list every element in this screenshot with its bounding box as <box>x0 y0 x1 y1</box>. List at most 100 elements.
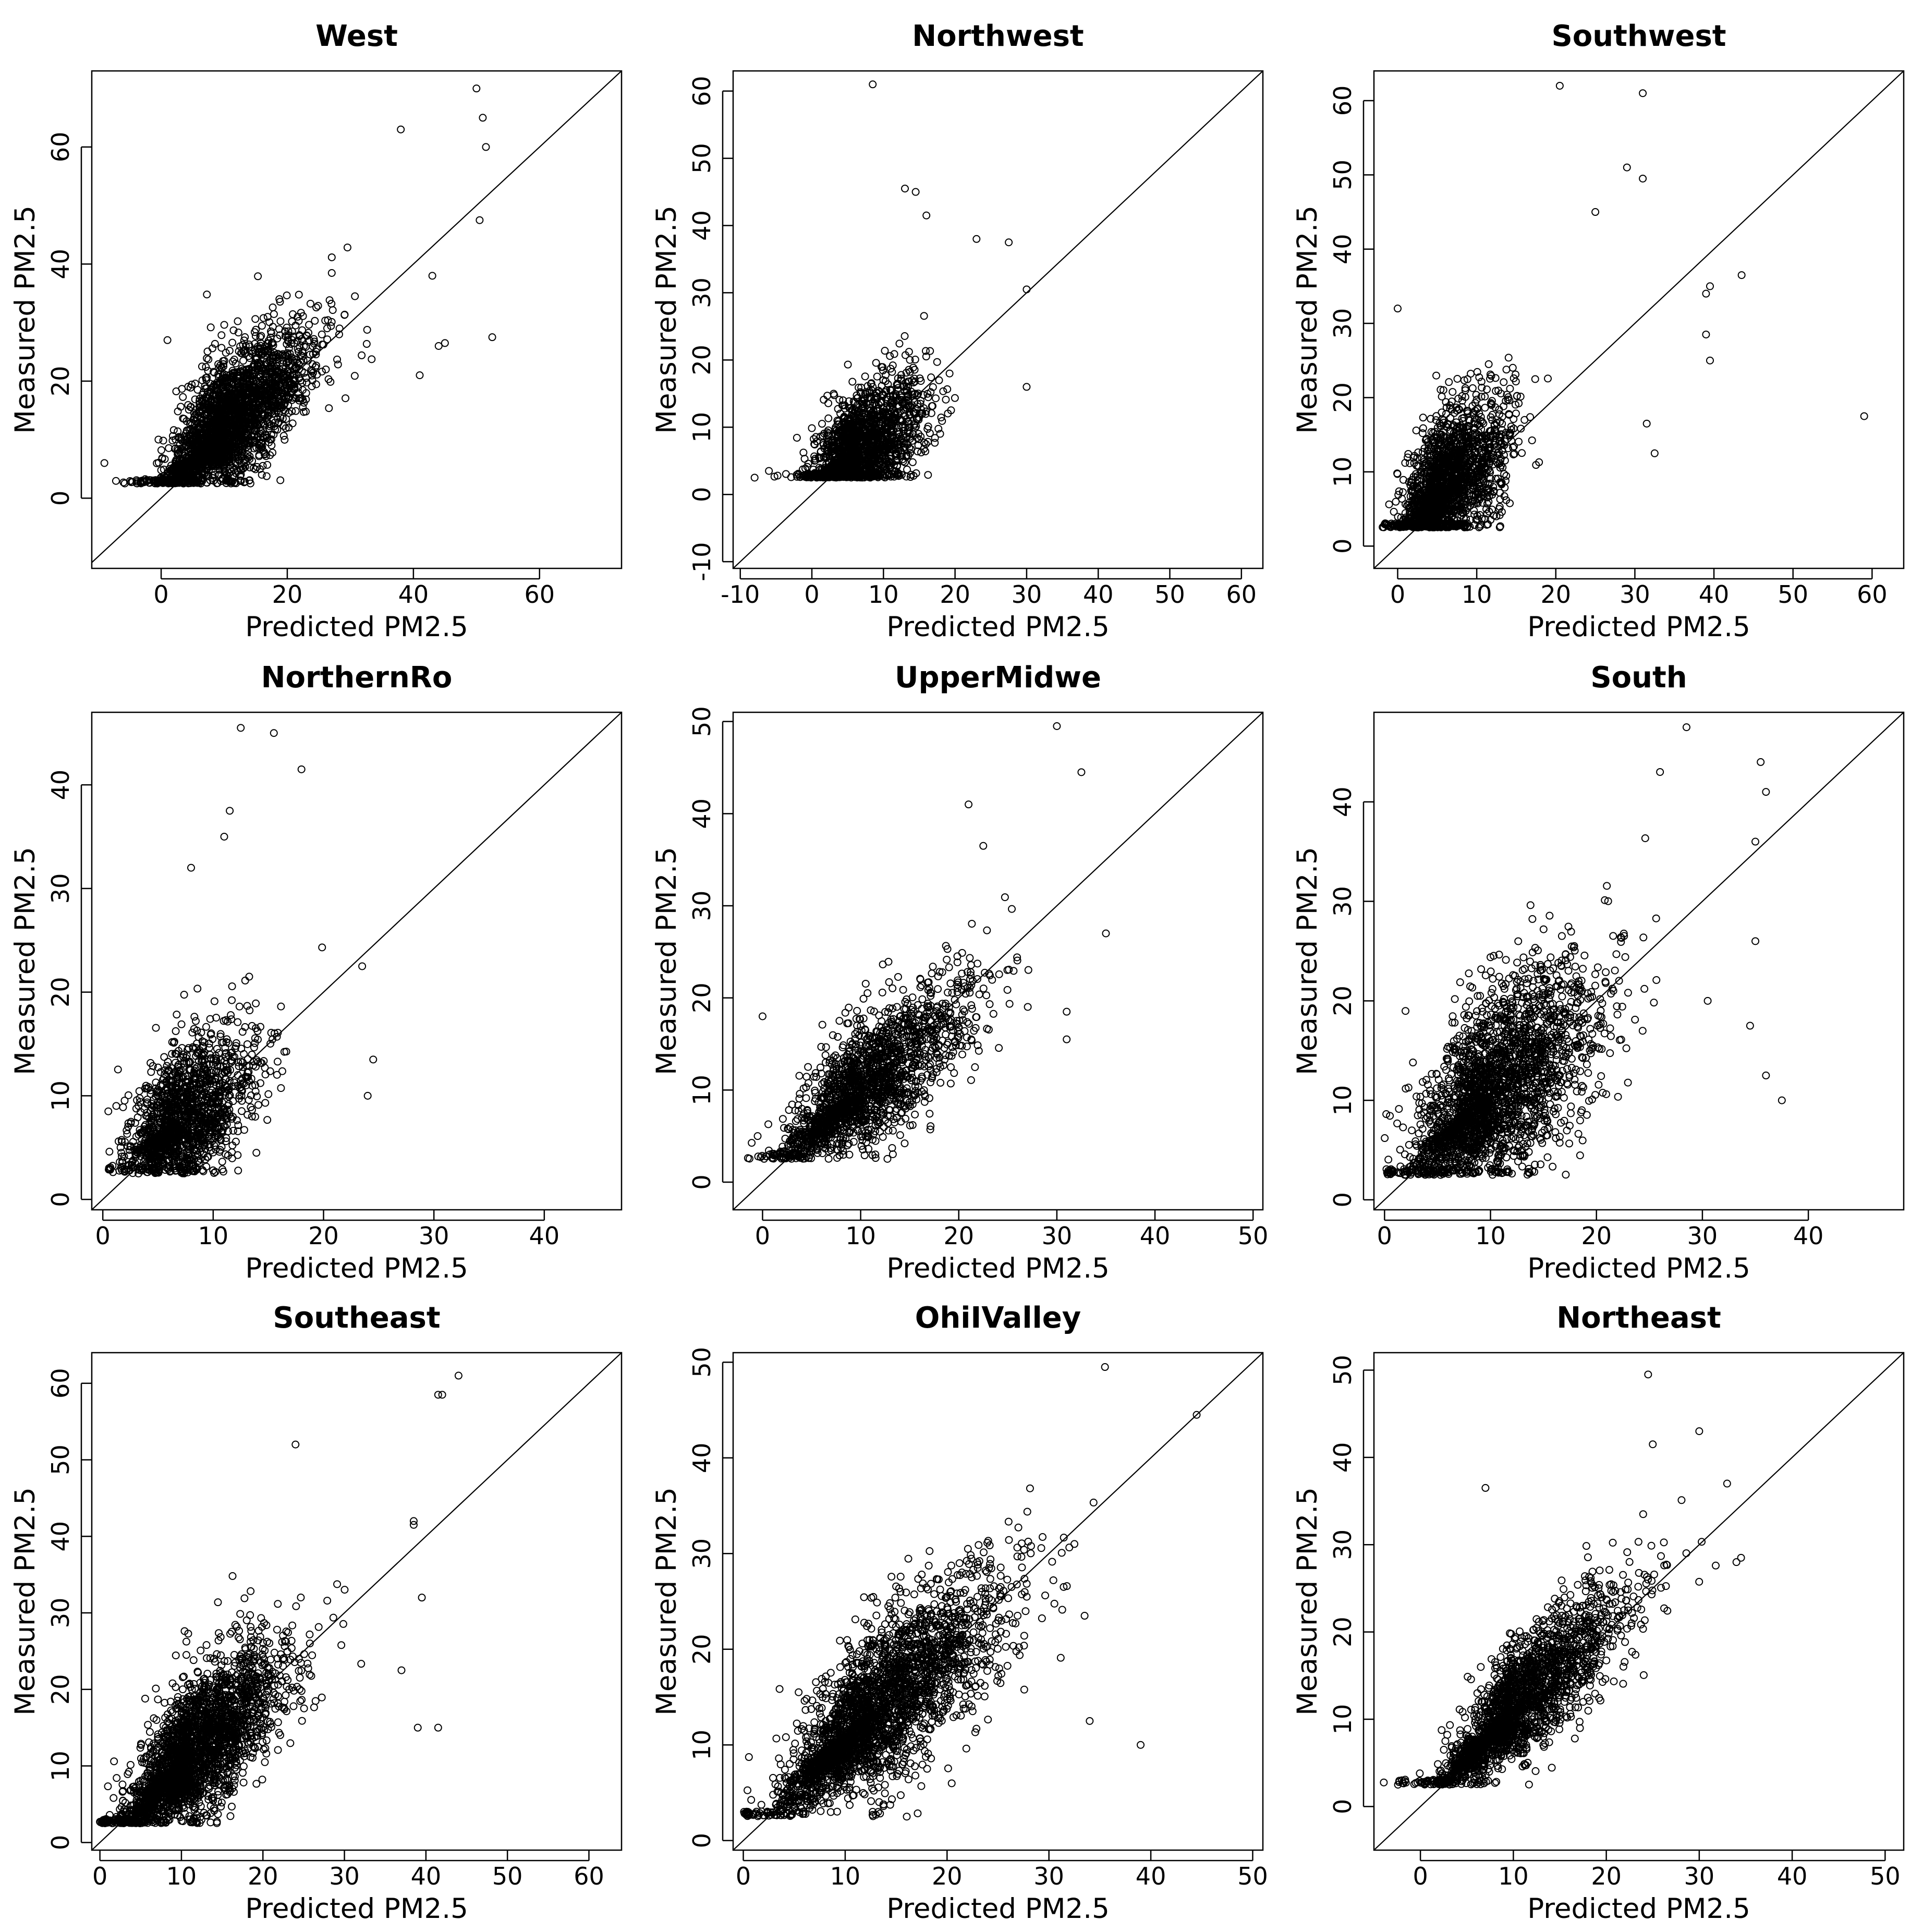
data-point <box>225 384 234 393</box>
data-point <box>231 458 239 466</box>
data-point <box>1483 385 1491 394</box>
data-point <box>1481 393 1489 401</box>
data-point <box>206 323 215 332</box>
data-point <box>215 438 224 446</box>
outlier-point <box>476 216 484 224</box>
data-point <box>839 396 847 405</box>
data-point <box>270 310 278 318</box>
data-point <box>842 449 850 458</box>
outlier-point <box>901 185 909 193</box>
data-point <box>285 393 293 401</box>
data-point <box>250 383 259 391</box>
panel-title: Southwest <box>1551 19 1726 53</box>
data-point <box>800 455 809 463</box>
data-point <box>323 324 331 333</box>
data-point <box>770 472 778 481</box>
data-point <box>266 384 275 393</box>
data-point <box>836 409 845 418</box>
y-tick-label: 0 <box>688 487 716 502</box>
data-point <box>239 357 247 365</box>
data-point <box>350 372 359 380</box>
data-point <box>217 402 225 410</box>
data-point <box>849 412 858 421</box>
x-axis-label: Predicted PM2.5 <box>886 611 1110 643</box>
data-point <box>175 433 183 441</box>
data-point <box>888 398 896 407</box>
data-point <box>869 402 877 410</box>
data-point <box>217 414 226 422</box>
data-point <box>841 460 849 468</box>
data-point <box>829 472 837 480</box>
data-point <box>265 357 273 366</box>
data-point <box>274 350 282 358</box>
data-point <box>206 403 214 411</box>
data-point <box>176 448 184 456</box>
data-point <box>282 407 290 415</box>
data-point <box>911 423 919 432</box>
data-point <box>918 410 926 418</box>
data-point <box>893 381 902 390</box>
data-point <box>322 365 330 373</box>
data-point <box>259 420 267 428</box>
data-point <box>335 324 344 333</box>
data-point <box>793 434 801 442</box>
data-point <box>273 415 282 423</box>
data-point <box>848 435 857 444</box>
data-point <box>190 447 199 456</box>
data-point <box>294 336 302 345</box>
outlier-point <box>869 80 877 89</box>
data-point <box>895 428 904 436</box>
data-point <box>872 359 880 367</box>
data-point <box>288 356 297 364</box>
data-point <box>172 456 180 464</box>
data-point <box>896 416 905 424</box>
data-point <box>902 415 910 423</box>
data-point <box>803 463 811 471</box>
y-tick-label: 20 <box>46 366 75 397</box>
data-point <box>184 442 192 450</box>
data-point <box>893 380 901 388</box>
data-point <box>190 424 198 432</box>
data-point <box>291 407 300 415</box>
data-point <box>897 371 905 379</box>
data-point <box>203 290 211 299</box>
data-point <box>910 378 919 386</box>
data-point <box>246 476 254 484</box>
data-point <box>289 310 297 319</box>
data-point <box>821 472 830 481</box>
data-point <box>184 447 192 456</box>
data-point <box>1506 384 1514 393</box>
data-point <box>250 410 259 418</box>
data-point <box>836 465 845 473</box>
data-point <box>306 350 314 359</box>
data-point <box>300 398 308 407</box>
y-tick-label: 0 <box>46 491 75 506</box>
data-point <box>258 470 266 479</box>
data-point <box>858 418 867 426</box>
y-tick-label: 50 <box>688 143 716 174</box>
data-point <box>865 428 873 436</box>
data-point <box>835 464 843 472</box>
data-point <box>934 424 943 433</box>
data-point <box>282 424 290 432</box>
data-point <box>793 472 801 481</box>
data-point <box>906 368 914 376</box>
data-point <box>917 405 926 414</box>
data-point <box>862 453 870 461</box>
outlier-point <box>972 235 981 243</box>
data-point <box>308 382 316 391</box>
data-point <box>166 469 175 478</box>
data-point <box>163 469 172 478</box>
data-point <box>870 421 879 429</box>
outlier-point <box>441 339 449 347</box>
data-point <box>1413 461 1421 470</box>
panel-title: West <box>315 19 398 53</box>
data-point <box>1411 470 1420 478</box>
data-point <box>201 454 209 463</box>
data-point <box>177 403 185 411</box>
data-point <box>938 417 946 425</box>
data-point <box>921 347 930 355</box>
data-point <box>254 272 262 281</box>
data-point <box>257 427 265 435</box>
data-point <box>246 455 254 463</box>
